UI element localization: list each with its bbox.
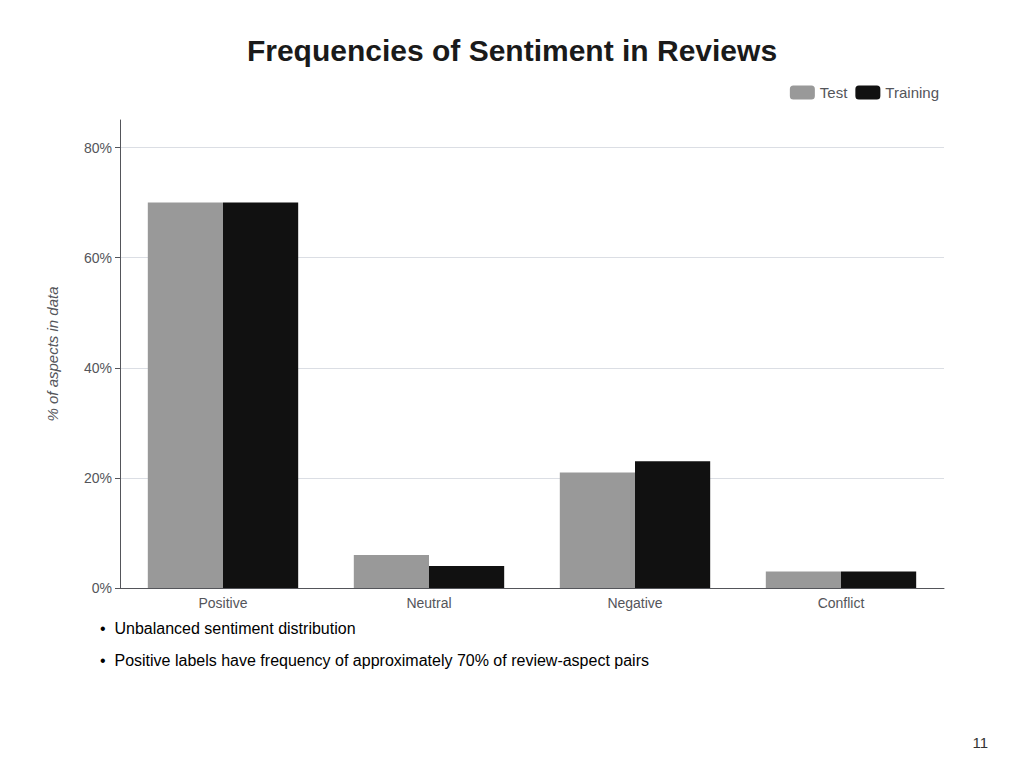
svg-text:Neutral: Neutral xyxy=(406,595,451,611)
svg-text:60%: 60% xyxy=(84,250,112,266)
svg-text:40%: 40% xyxy=(84,360,112,376)
svg-text:Conflict: Conflict xyxy=(818,595,865,611)
svg-text:Frequencies of Sentiment in Re: Frequencies of Sentiment in Reviews xyxy=(247,34,777,67)
svg-text:80%: 80% xyxy=(84,140,112,156)
svg-text:Test: Test xyxy=(820,84,848,101)
svg-text:Negative: Negative xyxy=(607,595,662,611)
svg-text:20%: 20% xyxy=(84,470,112,486)
svg-text:Positive: Positive xyxy=(198,595,247,611)
svg-text:• Unbalanced sentiment distri: • Unbalanced sentiment distribution xyxy=(100,620,356,637)
svg-text:• Positive labels have freque: • Positive labels have frequency of appr… xyxy=(100,652,649,669)
svg-text:11: 11 xyxy=(972,734,988,751)
svg-text:% of aspects in data: % of aspects in data xyxy=(44,286,61,421)
svg-text:0%: 0% xyxy=(92,580,112,596)
svg-text:Training: Training xyxy=(885,84,939,101)
